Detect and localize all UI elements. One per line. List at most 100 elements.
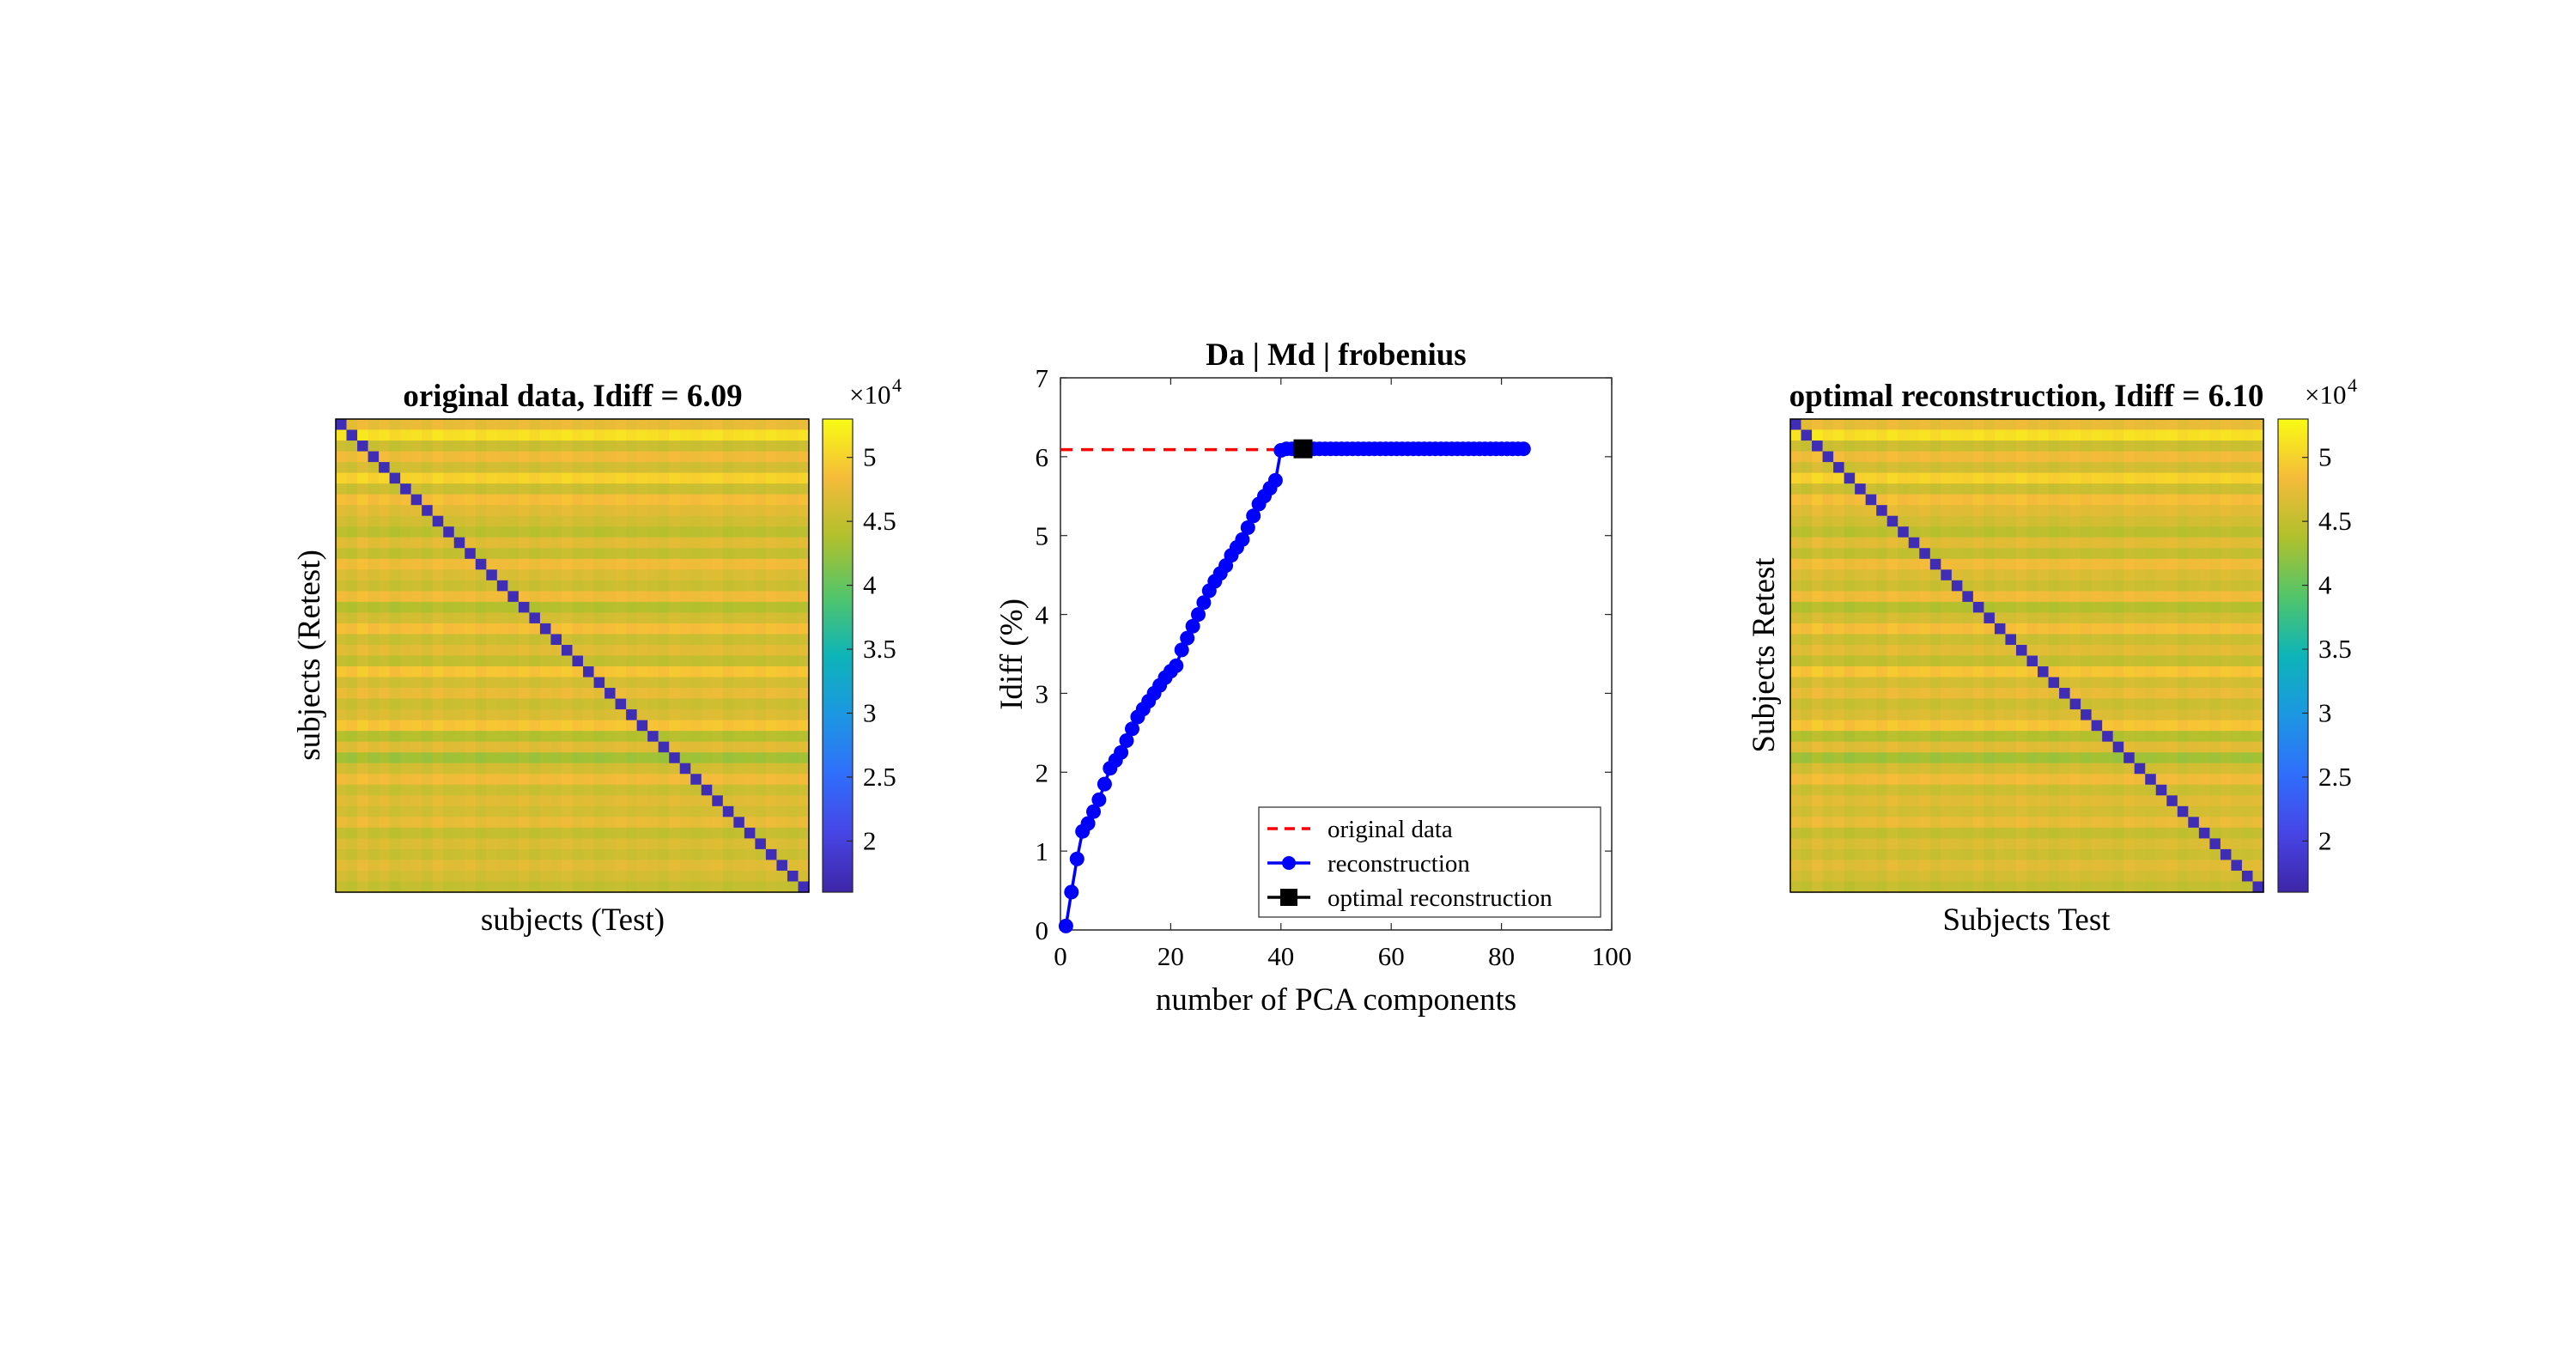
heatmap-cell	[701, 429, 713, 441]
heatmap-cell	[755, 709, 767, 721]
heatmap-cell	[529, 817, 541, 829]
heatmap-cell	[432, 526, 444, 538]
heatmap-cell	[1855, 805, 1867, 817]
heatmap-cell	[690, 451, 702, 463]
heatmap-cell	[1833, 731, 1845, 743]
heatmap-cell	[1812, 505, 1824, 517]
heatmap-cell	[486, 827, 498, 839]
heatmap-cell	[2198, 805, 2210, 817]
heatmap-cell	[679, 569, 691, 581]
heatmap-cell	[658, 569, 670, 581]
heatmap-cell	[2241, 569, 2254, 581]
heatmap-cell	[1876, 483, 1888, 495]
heatmap-cell	[2231, 881, 2243, 893]
heatmap-cell	[379, 881, 391, 893]
heatmap-cell	[2177, 860, 2189, 872]
heatmap-cell	[2081, 666, 2093, 678]
heatmap-cell	[2123, 472, 2136, 484]
heatmap-cell	[1801, 601, 1813, 614]
heatmap-cell	[615, 805, 627, 817]
heatmap-cell	[744, 817, 756, 829]
heatmap-cell	[561, 612, 574, 624]
heatmap-diagonal-cell	[1929, 558, 1941, 570]
heatmap-cell	[2177, 441, 2189, 453]
heatmap-cell	[453, 494, 465, 506]
heatmap-cell	[2112, 451, 2124, 463]
heatmap-cell	[701, 494, 713, 506]
heatmap-cell	[593, 612, 605, 624]
heatmap-cell	[1855, 537, 1867, 549]
heatmap-cell	[2015, 784, 2028, 796]
heatmap-cell	[1833, 848, 1845, 861]
heatmap-cell	[1919, 817, 1931, 829]
heatmap-cell	[2166, 870, 2178, 883]
heatmap-cell	[1941, 441, 1953, 453]
heatmap-cell	[2241, 784, 2254, 796]
heatmap-cell	[1886, 666, 1899, 678]
heatmap-cell	[679, 558, 691, 570]
heatmap-cell	[539, 720, 552, 732]
heatmap-diagonal-cell	[496, 580, 508, 592]
heatmap-cell	[1790, 451, 1802, 463]
heatmap-cell	[2026, 870, 2038, 883]
heatmap-cell	[733, 709, 745, 721]
heatmap-cell	[443, 612, 455, 624]
heatmap-cell	[1790, 688, 1802, 700]
heatmap-cell	[550, 666, 562, 678]
heatmap-cell	[465, 838, 477, 850]
heatmap-cell	[1951, 441, 1963, 453]
heatmap-cell	[2231, 612, 2243, 624]
heatmap-cell	[336, 634, 348, 646]
heatmap-cell	[744, 644, 756, 657]
heatmap-cell	[550, 472, 562, 484]
heatmap-cell	[2252, 763, 2264, 775]
heatmap-cell	[2005, 677, 2017, 689]
heatmap-cell	[1951, 870, 1963, 883]
heatmap-cell	[2005, 537, 2017, 549]
line-series	[1058, 439, 1531, 933]
heatmap-cell	[1865, 741, 1877, 753]
heatmap-cell	[2091, 419, 2103, 431]
heatmap-cell	[379, 688, 391, 700]
heatmap-cell	[701, 505, 713, 517]
heatmap-cell	[346, 827, 358, 839]
heatmap-cell	[1855, 731, 1867, 743]
heatmap-cell	[1951, 601, 1963, 614]
heatmap-cell	[2069, 752, 2081, 764]
heatmap-cell	[679, 515, 691, 527]
heatmap-cell	[572, 666, 584, 678]
heatmap-cell	[1962, 580, 1974, 592]
heatmap-cell	[2241, 623, 2254, 635]
heatmap-cell	[2102, 591, 2114, 603]
heatmap-cell	[1941, 731, 1953, 743]
heatmap-cell	[647, 612, 659, 624]
heatmap-cell	[518, 870, 531, 883]
heatmap-cell	[2069, 666, 2081, 678]
heatmap-cell	[2209, 526, 2221, 538]
heatmap-cell	[529, 569, 541, 581]
heatmap-cell	[605, 752, 617, 764]
heatmap-cell	[465, 655, 477, 667]
heatmap-cell	[776, 688, 788, 700]
heatmap-cell	[2145, 505, 2157, 517]
heatmap-cell	[605, 827, 617, 839]
heatmap-cell	[2091, 634, 2103, 646]
heatmap-cell	[2123, 838, 2136, 850]
heatmap-cell	[2220, 634, 2233, 646]
heatmap-cell	[529, 591, 541, 603]
heatmap-cell	[626, 805, 638, 817]
heatmap-cell	[605, 731, 617, 743]
heatmap-cell	[1994, 601, 2007, 614]
heatmap-cell	[2005, 838, 2017, 850]
heatmap-cell	[658, 731, 670, 743]
heatmap-cell	[336, 644, 348, 657]
heatmap-cell	[357, 505, 369, 517]
heatmap-cell	[2198, 419, 2210, 431]
heatmap-cell	[2209, 548, 2221, 560]
heatmap-cell	[486, 838, 498, 850]
heatmap-cell	[2188, 569, 2200, 581]
heatmap-cell	[1801, 838, 1813, 850]
heatmap-cell	[539, 419, 552, 431]
heatmap-cell	[1886, 709, 1899, 721]
heatmap-cell	[583, 838, 595, 850]
